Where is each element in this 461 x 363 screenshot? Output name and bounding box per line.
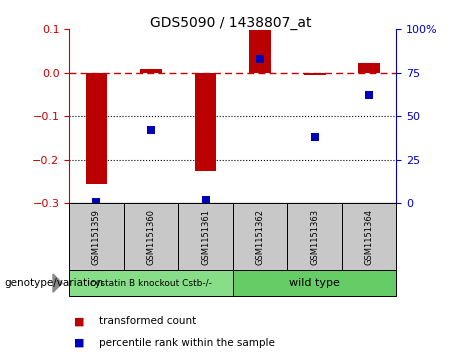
Bar [249,30,271,73]
Text: GSM1151363: GSM1151363 [310,209,319,265]
Text: GSM1151359: GSM1151359 [92,209,101,265]
Bar [195,73,217,171]
Text: GSM1151360: GSM1151360 [147,209,155,265]
Point [256,56,264,62]
Text: GSM1151362: GSM1151362 [255,209,265,265]
Bar [140,69,162,73]
Text: ■: ■ [74,316,84,326]
Point [93,199,100,204]
Bar [304,73,325,75]
Text: GDS5090 / 1438807_at: GDS5090 / 1438807_at [150,16,311,30]
Text: cystatin B knockout Cstb-/-: cystatin B knockout Cstb-/- [90,279,212,287]
Text: transformed count: transformed count [99,316,196,326]
Bar [358,62,380,73]
Text: ■: ■ [74,338,84,348]
Point [311,134,318,140]
Text: percentile rank within the sample: percentile rank within the sample [99,338,275,348]
Point [366,92,373,98]
Bar [85,73,107,184]
Text: GSM1151361: GSM1151361 [201,209,210,265]
Text: genotype/variation: genotype/variation [5,278,104,288]
Text: GSM1151364: GSM1151364 [365,209,374,265]
Text: wild type: wild type [289,278,340,288]
Point [148,127,155,133]
Point [202,197,209,203]
